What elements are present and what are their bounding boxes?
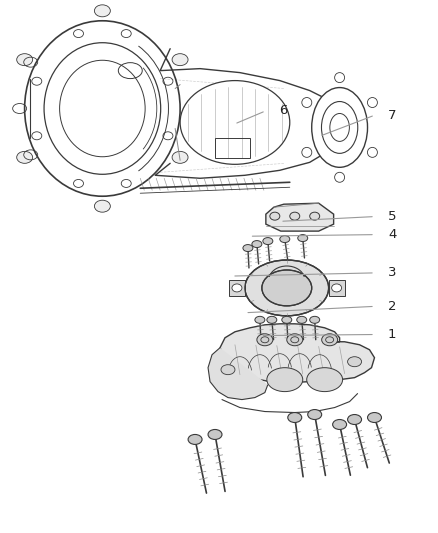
Text: 4: 4 (388, 228, 396, 241)
Ellipse shape (17, 151, 33, 163)
Ellipse shape (270, 212, 280, 220)
Polygon shape (208, 348, 268, 400)
Ellipse shape (243, 245, 253, 252)
Ellipse shape (367, 413, 381, 423)
Ellipse shape (263, 238, 273, 245)
Text: 2: 2 (388, 300, 396, 313)
Ellipse shape (257, 334, 273, 346)
Polygon shape (229, 280, 245, 296)
Polygon shape (266, 203, 334, 231)
Ellipse shape (172, 54, 188, 66)
Ellipse shape (221, 365, 235, 375)
Polygon shape (220, 324, 374, 383)
Polygon shape (328, 280, 345, 296)
Ellipse shape (310, 212, 320, 220)
Ellipse shape (298, 235, 308, 241)
Ellipse shape (308, 409, 321, 419)
Ellipse shape (348, 357, 361, 367)
Ellipse shape (172, 151, 188, 163)
Ellipse shape (208, 430, 222, 439)
Ellipse shape (288, 413, 302, 423)
Ellipse shape (252, 240, 262, 247)
Ellipse shape (348, 415, 361, 424)
Ellipse shape (280, 236, 290, 243)
Bar (215, 139, 250, 158)
Ellipse shape (188, 434, 202, 445)
Ellipse shape (95, 200, 110, 212)
Text: 1: 1 (388, 328, 396, 341)
Ellipse shape (282, 317, 292, 324)
Text: 7: 7 (388, 109, 396, 122)
Ellipse shape (290, 212, 300, 220)
Ellipse shape (255, 317, 265, 324)
Ellipse shape (310, 317, 320, 324)
Ellipse shape (245, 260, 328, 316)
Text: 5: 5 (388, 210, 396, 223)
Ellipse shape (321, 334, 338, 346)
Ellipse shape (17, 54, 33, 66)
Ellipse shape (267, 368, 303, 392)
Ellipse shape (267, 317, 277, 324)
Ellipse shape (297, 317, 307, 324)
Ellipse shape (287, 334, 303, 346)
Text: 6: 6 (279, 104, 287, 117)
Ellipse shape (180, 80, 290, 164)
Text: 3: 3 (388, 266, 396, 279)
Ellipse shape (307, 368, 343, 392)
Ellipse shape (262, 270, 312, 306)
Ellipse shape (332, 284, 342, 292)
Ellipse shape (312, 87, 367, 167)
Ellipse shape (95, 5, 110, 17)
Ellipse shape (332, 419, 346, 430)
Ellipse shape (232, 284, 242, 292)
